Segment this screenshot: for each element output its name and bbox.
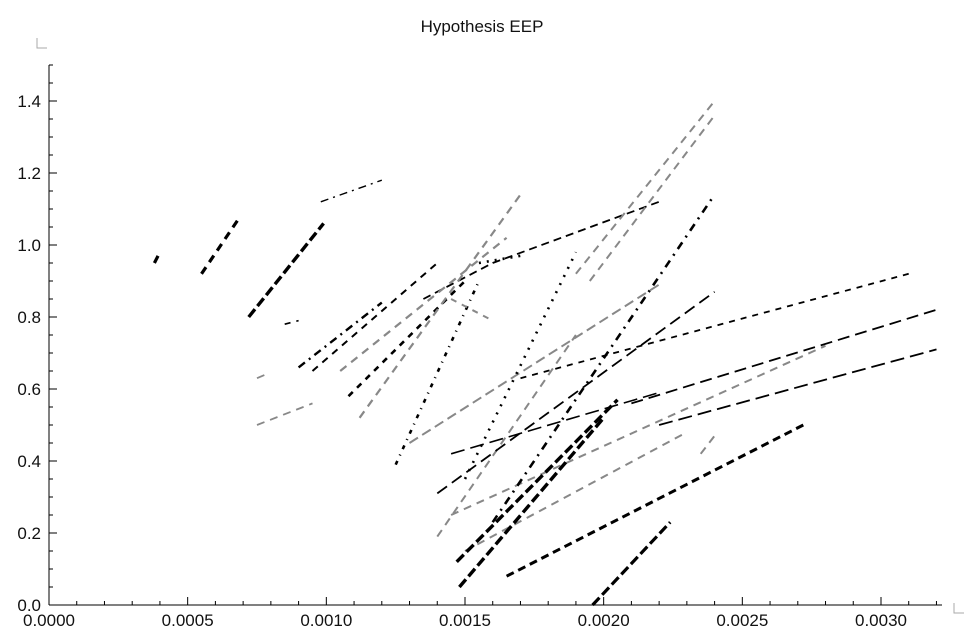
series-line-9 <box>422 200 660 300</box>
series-line-29 <box>491 193 716 523</box>
series-line-24 <box>450 391 660 455</box>
series-line-33 <box>505 423 804 578</box>
series-line-4 <box>284 319 299 325</box>
x-tick-label: 0.0030 <box>855 611 907 630</box>
series-line-16 <box>450 298 494 322</box>
series-line-5 <box>320 179 383 203</box>
plot-corner-marker-right <box>953 603 964 614</box>
series-line-14 <box>339 236 508 372</box>
y-tick-label: 1.2 <box>17 164 41 183</box>
series-line-13 <box>256 402 313 426</box>
series-line-17 <box>408 283 660 444</box>
y-tick-label: 0.4 <box>17 452 41 471</box>
series-line-15 <box>358 193 522 419</box>
y-tick-label: 0.8 <box>17 308 41 327</box>
series-line-1 <box>152 251 162 264</box>
series-line-21 <box>450 344 826 516</box>
x-tick-label: 0.0020 <box>578 611 630 630</box>
plot-corner-marker-top <box>36 38 47 49</box>
series-line-26 <box>520 272 909 380</box>
series-line-3 <box>247 222 325 319</box>
series-line-28 <box>658 348 937 426</box>
series-line-8 <box>347 280 466 398</box>
series-line-31 <box>455 398 619 563</box>
series-line-18 <box>575 100 716 275</box>
series-line-7 <box>297 301 383 369</box>
series-line-6 <box>311 262 438 372</box>
y-tick-label: 0.6 <box>17 380 41 399</box>
y-tick-label: 0.0 <box>17 596 41 615</box>
series-line-20 <box>436 334 577 538</box>
series-line-32 <box>458 416 605 589</box>
tick-layer: 0.0000 0.0005 0.0010 0.0015 0.0020 0.0025 0.00… <box>17 64 937 630</box>
y-tick-label: 1.4 <box>17 92 41 111</box>
x-tick-label: 0.0000 <box>23 611 75 630</box>
x-tick-label: 0.0010 <box>300 611 352 630</box>
y-tick-label: 1.0 <box>17 236 41 255</box>
series-line-34 <box>591 521 672 607</box>
x-tick-label: 0.0025 <box>716 611 768 630</box>
series-line-25 <box>436 291 716 495</box>
x-tick-label: 0.0005 <box>162 611 214 630</box>
series-line-27 <box>631 308 937 405</box>
chart-title: Hypothesis EEP <box>421 17 544 36</box>
series-line-12 <box>256 373 266 380</box>
y-tick-label: 0.2 <box>17 524 41 543</box>
x-tick-label: 0.0015 <box>439 611 491 630</box>
series-layer <box>152 100 937 607</box>
series-line-23 <box>699 435 716 455</box>
series-line-2 <box>200 215 242 275</box>
series-line-30 <box>463 251 578 480</box>
series-line-11 <box>478 254 521 265</box>
series-line-19 <box>589 114 716 282</box>
